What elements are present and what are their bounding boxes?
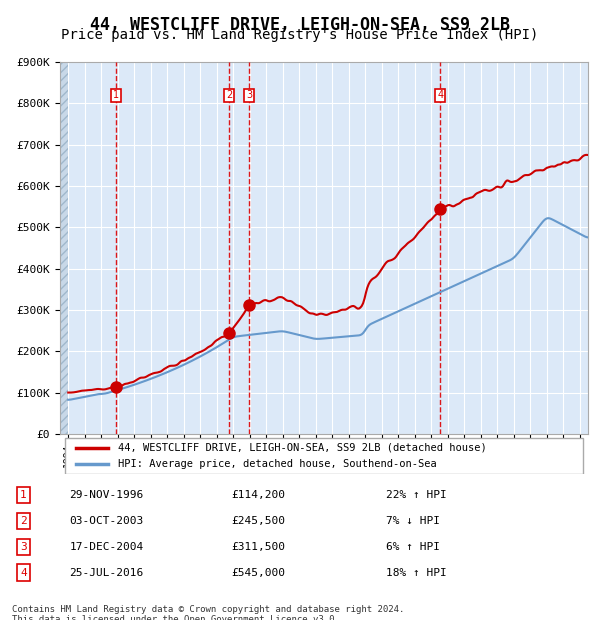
Text: £545,000: £545,000 xyxy=(231,568,285,578)
Text: £245,500: £245,500 xyxy=(231,516,285,526)
Bar xyxy=(60,62,68,434)
Text: £311,500: £311,500 xyxy=(231,542,285,552)
Text: 3: 3 xyxy=(246,91,252,100)
FancyBboxPatch shape xyxy=(65,438,583,474)
Text: 1: 1 xyxy=(20,490,27,500)
Text: 22% ↑ HPI: 22% ↑ HPI xyxy=(386,490,447,500)
Text: Price paid vs. HM Land Registry's House Price Index (HPI): Price paid vs. HM Land Registry's House … xyxy=(61,28,539,42)
Text: 3: 3 xyxy=(20,542,27,552)
Text: 18% ↑ HPI: 18% ↑ HPI xyxy=(386,568,447,578)
Text: 2: 2 xyxy=(20,516,27,526)
Text: 7% ↓ HPI: 7% ↓ HPI xyxy=(386,516,440,526)
Text: £114,200: £114,200 xyxy=(231,490,285,500)
Text: Contains HM Land Registry data © Crown copyright and database right 2024.
This d: Contains HM Land Registry data © Crown c… xyxy=(12,604,404,620)
Text: 6% ↑ HPI: 6% ↑ HPI xyxy=(386,542,440,552)
Text: 44, WESTCLIFF DRIVE, LEIGH-ON-SEA, SS9 2LB: 44, WESTCLIFF DRIVE, LEIGH-ON-SEA, SS9 2… xyxy=(90,16,510,33)
Text: 17-DEC-2004: 17-DEC-2004 xyxy=(70,542,144,552)
Text: 4: 4 xyxy=(437,91,443,100)
Text: 29-NOV-1996: 29-NOV-1996 xyxy=(70,490,144,500)
Text: 2: 2 xyxy=(226,91,232,100)
Text: 03-OCT-2003: 03-OCT-2003 xyxy=(70,516,144,526)
Text: 1: 1 xyxy=(113,91,119,100)
Text: HPI: Average price, detached house, Southend-on-Sea: HPI: Average price, detached house, Sout… xyxy=(118,459,437,469)
Text: 25-JUL-2016: 25-JUL-2016 xyxy=(70,568,144,578)
Text: 44, WESTCLIFF DRIVE, LEIGH-ON-SEA, SS9 2LB (detached house): 44, WESTCLIFF DRIVE, LEIGH-ON-SEA, SS9 2… xyxy=(118,443,487,453)
Text: 4: 4 xyxy=(20,568,27,578)
